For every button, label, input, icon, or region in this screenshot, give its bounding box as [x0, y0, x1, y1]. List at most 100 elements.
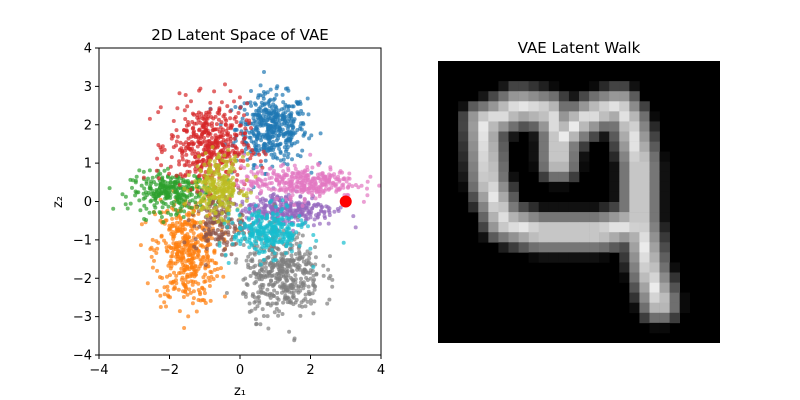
latent-walk-pixel	[548, 181, 560, 193]
scatter-point	[226, 211, 231, 216]
scatter-point	[266, 326, 271, 331]
scatter-point	[259, 282, 264, 287]
scatter-point	[261, 290, 266, 295]
scatter-point	[279, 164, 283, 169]
scatter-point	[165, 288, 170, 293]
scatter-point	[365, 179, 370, 184]
scatter-point	[210, 175, 215, 180]
scatter-point	[138, 208, 143, 213]
latent-walk-pixel	[609, 222, 620, 233]
latent-walk-pixel	[649, 131, 660, 142]
scatter-point	[193, 179, 198, 184]
scatter-point	[281, 300, 286, 305]
latent-walk-pixel	[558, 101, 570, 112]
scatter-point	[186, 218, 191, 223]
latent-walk-pixel	[629, 141, 640, 152]
scatter-point	[260, 245, 265, 250]
scatter-point	[174, 173, 179, 178]
scatter-point	[193, 155, 198, 160]
scatter-point	[212, 89, 217, 94]
scatter-point	[152, 248, 157, 253]
scatter-point	[174, 273, 179, 278]
scatter-point	[269, 181, 274, 185]
scatter-point	[313, 255, 318, 260]
scatter-point	[192, 244, 197, 249]
scatter-point	[188, 290, 193, 295]
scatter-point	[177, 200, 182, 205]
scatter-point	[206, 187, 211, 192]
scatter-point	[175, 211, 180, 216]
scatter-point	[285, 162, 290, 167]
latent-walk-pixel	[589, 242, 600, 253]
scatter-point	[220, 158, 225, 163]
scatter-point	[210, 135, 214, 140]
scatter-point	[299, 218, 304, 223]
scatter-point	[277, 233, 282, 238]
scatter-point	[261, 94, 266, 98]
scatter-point	[202, 199, 207, 204]
scatter-point	[257, 251, 261, 256]
scatter-point	[204, 113, 208, 117]
scatter-point	[298, 124, 303, 129]
latent-walk-pixel	[629, 191, 640, 203]
scatter-point	[310, 268, 315, 273]
scatter-point	[275, 111, 280, 116]
scatter-point	[180, 204, 185, 209]
scatter-point	[221, 232, 226, 237]
scatter-point	[184, 237, 189, 242]
scatter-point	[302, 199, 307, 204]
scatter-point	[183, 277, 188, 282]
scatter-point	[264, 107, 268, 112]
scatter-point	[178, 140, 183, 145]
scatter-point	[292, 338, 297, 343]
scatter-point	[258, 135, 263, 140]
latent-walk-pixel	[548, 121, 560, 132]
scatter-point	[240, 148, 244, 153]
scatter-point	[293, 252, 298, 256]
scatter-point	[170, 254, 175, 259]
scatter-yticks: −4 −3 −2 −1 0 1 2 3 4	[73, 42, 99, 364]
latent-walk-pixel	[579, 141, 590, 152]
y-tick-label: 1	[84, 157, 92, 172]
latent-walk-pixel	[528, 101, 540, 112]
scatter-point	[193, 237, 198, 242]
scatter-point	[248, 274, 253, 278]
latent-walk-pixel	[649, 252, 660, 263]
scatter-point	[275, 301, 279, 306]
latent-walk-pixel	[568, 212, 580, 223]
scatter-point	[312, 202, 317, 207]
scatter-point	[295, 223, 300, 228]
scatter-point	[225, 194, 230, 199]
latent-walk-pixel	[528, 141, 540, 152]
latent-walk-pixel	[488, 161, 499, 173]
scatter-point	[261, 201, 266, 206]
scatter-point	[211, 116, 216, 121]
scatter-point	[305, 165, 310, 169]
scatter-point	[249, 89, 253, 93]
scatter-point	[261, 314, 266, 318]
latent-walk-pixel	[498, 232, 509, 243]
scatter-point	[219, 252, 224, 257]
scatter-point	[231, 188, 236, 193]
latent-walk-pixel	[639, 232, 650, 243]
scatter-point	[247, 217, 251, 222]
latent-walk-pixel	[599, 232, 610, 243]
latent-walk-pixel	[498, 151, 509, 163]
scatter-point	[154, 168, 159, 173]
scatter-point	[242, 221, 247, 226]
scatter-point	[278, 141, 283, 146]
scatter-point	[207, 131, 211, 136]
scatter-point	[182, 219, 187, 224]
scatter-point	[181, 142, 186, 147]
scatter-point	[332, 209, 337, 214]
scatter-point	[281, 100, 286, 105]
scatter-point	[250, 148, 255, 152]
scatter-point	[174, 128, 179, 133]
scatter-point	[157, 210, 162, 215]
latent-walk-pixel	[468, 141, 479, 152]
scatter-point	[145, 281, 150, 286]
scatter-point	[282, 106, 287, 111]
scatter-point	[328, 254, 332, 259]
scatter-series	[107, 166, 234, 225]
